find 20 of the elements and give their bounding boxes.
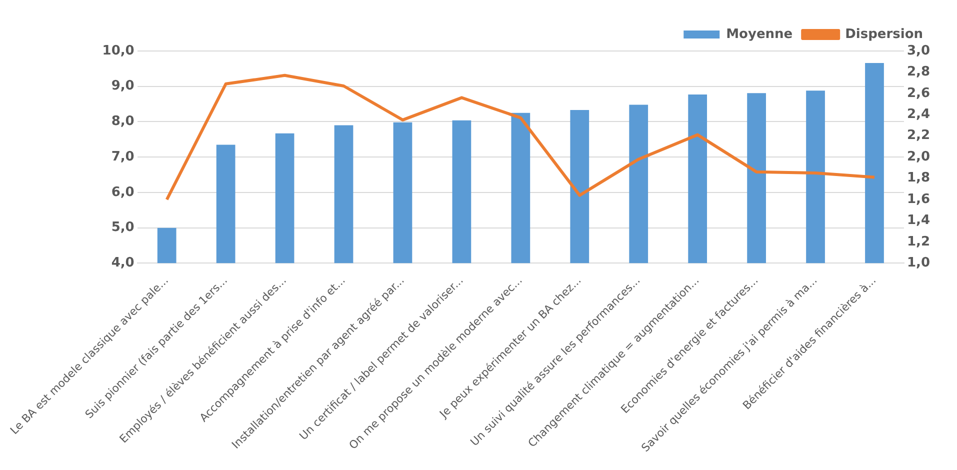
y2-tick-label: 1,0 <box>906 256 930 271</box>
legend-label: Dispersion <box>845 26 924 42</box>
y2-tick-label: 1,2 <box>906 234 930 250</box>
legend-label: Moyenne <box>726 26 793 42</box>
y-tick-label: 10,0 <box>102 43 134 58</box>
y2-tick-label: 1,6 <box>906 192 930 207</box>
y-tick-label: 7,0 <box>111 149 134 164</box>
y2-tick-label: 2,0 <box>906 149 930 164</box>
y2-tick-label: 2,4 <box>906 107 930 122</box>
y2-tick-label: 1,4 <box>906 213 930 228</box>
y-tick-label: 8,0 <box>111 114 134 130</box>
y2-tick-label: 3,0 <box>906 43 930 58</box>
y-tick-label: 5,0 <box>111 220 134 236</box>
y2-tick-label: 1,8 <box>906 170 930 186</box>
y2-tick-label: 2,8 <box>906 64 930 80</box>
y2-tick-label: 2,2 <box>906 128 930 144</box>
y-tick-label: 6,0 <box>111 184 134 200</box>
y-tick-label: 9,0 <box>111 78 134 94</box>
y-tick-label: 4,0 <box>111 256 134 271</box>
y2-tick-label: 2,6 <box>906 86 930 101</box>
